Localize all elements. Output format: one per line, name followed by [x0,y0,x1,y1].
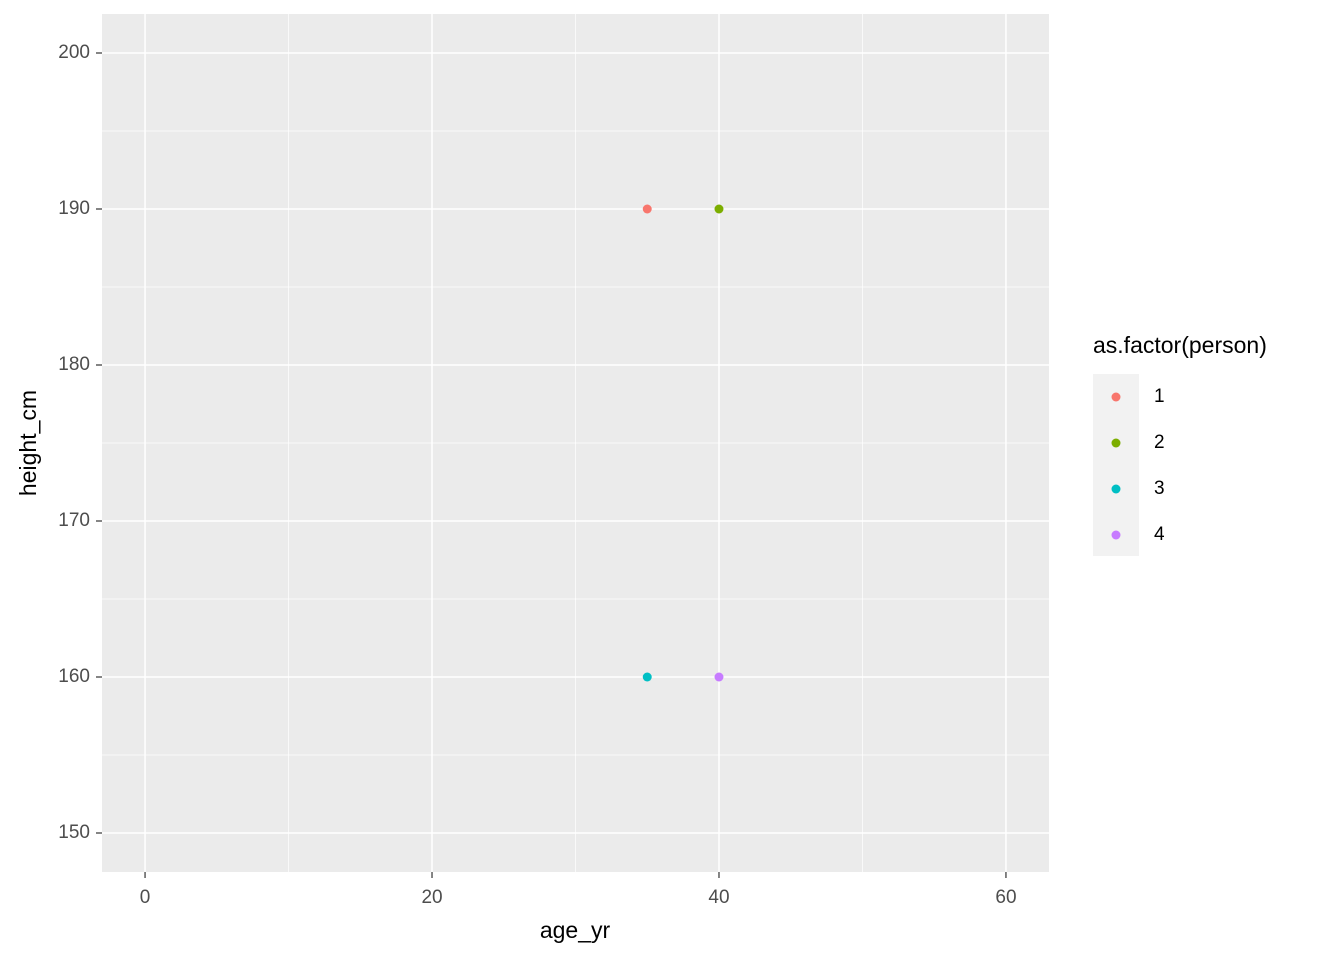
x-tick-label: 40 [708,887,729,908]
legend-swatch [1111,392,1121,402]
point [714,672,724,682]
x-tick-label: 60 [995,887,1016,908]
y-axis-title: height_cm [15,390,41,496]
point [642,204,652,214]
legend-label: 1 [1154,386,1165,407]
legend-label: 2 [1154,432,1165,453]
y-tick-label: 190 [58,198,90,219]
legend-swatch [1111,484,1121,494]
y-tick-label: 200 [58,42,90,63]
legend-label: 4 [1154,524,1165,545]
legend-key-background [1093,374,1139,556]
y-tick-label: 180 [58,354,90,375]
y-tick-label: 170 [58,510,90,531]
legend-title: as.factor(person) [1093,332,1267,358]
legend-swatch [1111,530,1121,540]
point [642,672,652,682]
y-tick-label: 160 [58,666,90,687]
legend-swatch [1111,438,1121,448]
x-tick-label: 20 [421,887,442,908]
x-tick-label: 0 [140,887,151,908]
legend-label: 3 [1154,478,1165,499]
y-tick-label: 150 [58,822,90,843]
point [714,204,724,214]
x-axis-title: age_yr [540,917,611,943]
